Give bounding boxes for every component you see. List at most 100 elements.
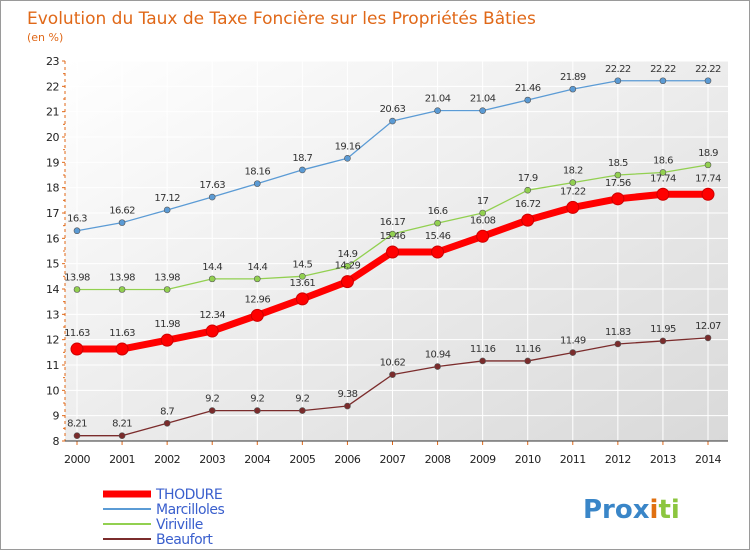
y-tick-label: 12	[46, 334, 59, 347]
data-point-viriville	[253, 275, 261, 283]
data-label-beaufort: 12.07	[695, 321, 721, 332]
data-label-thodure: 16.72	[515, 199, 541, 210]
data-point-thodure	[656, 187, 670, 201]
data-point-viriville	[704, 161, 712, 169]
data-label-thodure: 17.22	[560, 186, 586, 197]
data-point-thodure	[205, 324, 219, 338]
data-label-marcilloles: 21.04	[425, 94, 451, 105]
data-label-beaufort: 11.16	[470, 344, 496, 355]
data-label-beaufort: 11.16	[515, 344, 541, 355]
svg-text:Proxiti: Proxiti	[583, 495, 680, 525]
x-tick-label: 2012	[605, 453, 631, 466]
y-tick-label: 10	[46, 384, 59, 397]
data-label-viriville: 16.6	[428, 206, 448, 217]
data-point-viriville	[479, 209, 486, 217]
data-label-viriville: 18.5	[608, 158, 628, 169]
data-label-thodure: 16.08	[470, 215, 496, 226]
data-point-viriville	[73, 286, 81, 293]
data-label-thodure: 11.63	[109, 328, 135, 339]
data-point-thodure	[70, 342, 84, 356]
data-label-marcilloles: 18.7	[292, 153, 312, 164]
data-point-marcilloles	[163, 206, 171, 214]
data-label-viriville: 18.9	[698, 148, 718, 159]
data-point-thodure	[295, 292, 309, 306]
x-tick-label: 2009	[470, 453, 496, 466]
data-label-thodure: 11.98	[154, 319, 180, 330]
data-point-viriville	[163, 286, 171, 293]
data-label-marcilloles: 16.62	[109, 206, 135, 217]
x-tick-label: 2003	[199, 453, 225, 466]
series-group	[70, 77, 715, 439]
y-tick-label: 21	[46, 106, 59, 119]
x-tick-label: 2007	[380, 453, 406, 466]
data-point-beaufort	[118, 432, 126, 439]
data-label-thodure: 15.46	[425, 231, 451, 242]
x-tick-label: 2010	[515, 453, 541, 466]
data-point-marcilloles	[253, 180, 261, 187]
data-point-beaufort	[524, 357, 532, 365]
data-label-beaufort: 9.2	[250, 394, 264, 405]
data-point-marcilloles	[524, 96, 532, 104]
data-point-beaufort	[163, 419, 171, 427]
data-label-beaufort: 11.95	[650, 324, 676, 335]
data-point-thodure	[340, 275, 354, 289]
y-tick-label: 19	[46, 156, 59, 169]
data-label-marcilloles: 20.63	[380, 104, 406, 115]
data-point-beaufort	[704, 334, 712, 342]
data-point-marcilloles	[434, 107, 441, 114]
data-label-marcilloles: 18.16	[244, 167, 270, 178]
y-tick-label: 16	[46, 232, 59, 245]
data-label-beaufort: 10.62	[380, 358, 406, 369]
data-point-thodure	[611, 192, 625, 206]
data-point-marcilloles	[118, 219, 126, 226]
data-label-beaufort: 8.7	[160, 406, 174, 417]
chart-subtitle: (en %)	[27, 31, 63, 44]
data-label-marcilloles: 19.16	[335, 141, 361, 152]
data-label-viriville: 14.4	[202, 262, 222, 273]
data-label-thodure: 17.74	[650, 173, 676, 184]
legend-label-beaufort: Beaufort	[156, 532, 213, 548]
axes: 8 9 10 11 12 13 14 15 16 17 18 19 20 21 22 23 2000 2001 20…	[46, 55, 728, 466]
data-point-thodure	[431, 245, 445, 259]
data-point-thodure	[566, 200, 580, 214]
data-point-marcilloles	[344, 154, 351, 162]
data-point-viriville	[659, 169, 667, 176]
data-point-beaufort	[479, 357, 486, 365]
data-label-thodure: 15.46	[380, 231, 406, 242]
data-point-marcilloles	[299, 166, 306, 174]
x-tick-label: 2004	[244, 453, 270, 466]
data-point-viriville	[299, 273, 306, 280]
x-tick-label: 2001	[109, 453, 135, 466]
data-point-viriville	[118, 286, 126, 293]
y-tick-label: 18	[46, 182, 59, 195]
data-label-beaufort: 11.49	[560, 336, 586, 347]
data-label-beaufort: 8.21	[67, 419, 87, 430]
logo-text-mid: i	[650, 495, 659, 525]
data-point-marcilloles	[479, 107, 486, 114]
data-point-marcilloles	[208, 193, 216, 201]
data-label-viriville: 14.9	[337, 249, 357, 260]
data-point-viriville	[524, 186, 532, 194]
data-label-beaufort: 9.2	[295, 394, 309, 405]
x-tick-label: 2002	[154, 453, 180, 466]
data-point-viriville	[344, 262, 351, 270]
data-label-thodure: 12.34	[199, 310, 225, 321]
data-point-thodure	[250, 308, 264, 322]
chart-title: Evolution du Taux de Taxe Foncière sur l…	[27, 9, 536, 29]
data-point-viriville	[614, 171, 622, 179]
legend-label-viriville: Viriville	[156, 517, 203, 533]
data-point-thodure	[521, 213, 535, 227]
data-label-thodure: 13.61	[290, 278, 316, 289]
data-label-beaufort: 8.21	[112, 419, 132, 430]
legend-label-marcilloles: Marcilloles	[156, 502, 225, 518]
data-point-marcilloles	[73, 227, 81, 235]
data-point-beaufort	[569, 349, 577, 356]
data-labels: 8.21 8.21 8.7 9.2 9.2 9.2 9.38 10.62 10.94 11.16 1…	[64, 64, 721, 430]
data-label-marcilloles: 21.04	[470, 94, 496, 105]
y-tick-label: 15	[46, 258, 59, 271]
y-tick-label: 17	[46, 207, 59, 220]
data-label-viriville: 14.5	[292, 259, 312, 270]
y-tick-label: 9	[53, 410, 60, 423]
